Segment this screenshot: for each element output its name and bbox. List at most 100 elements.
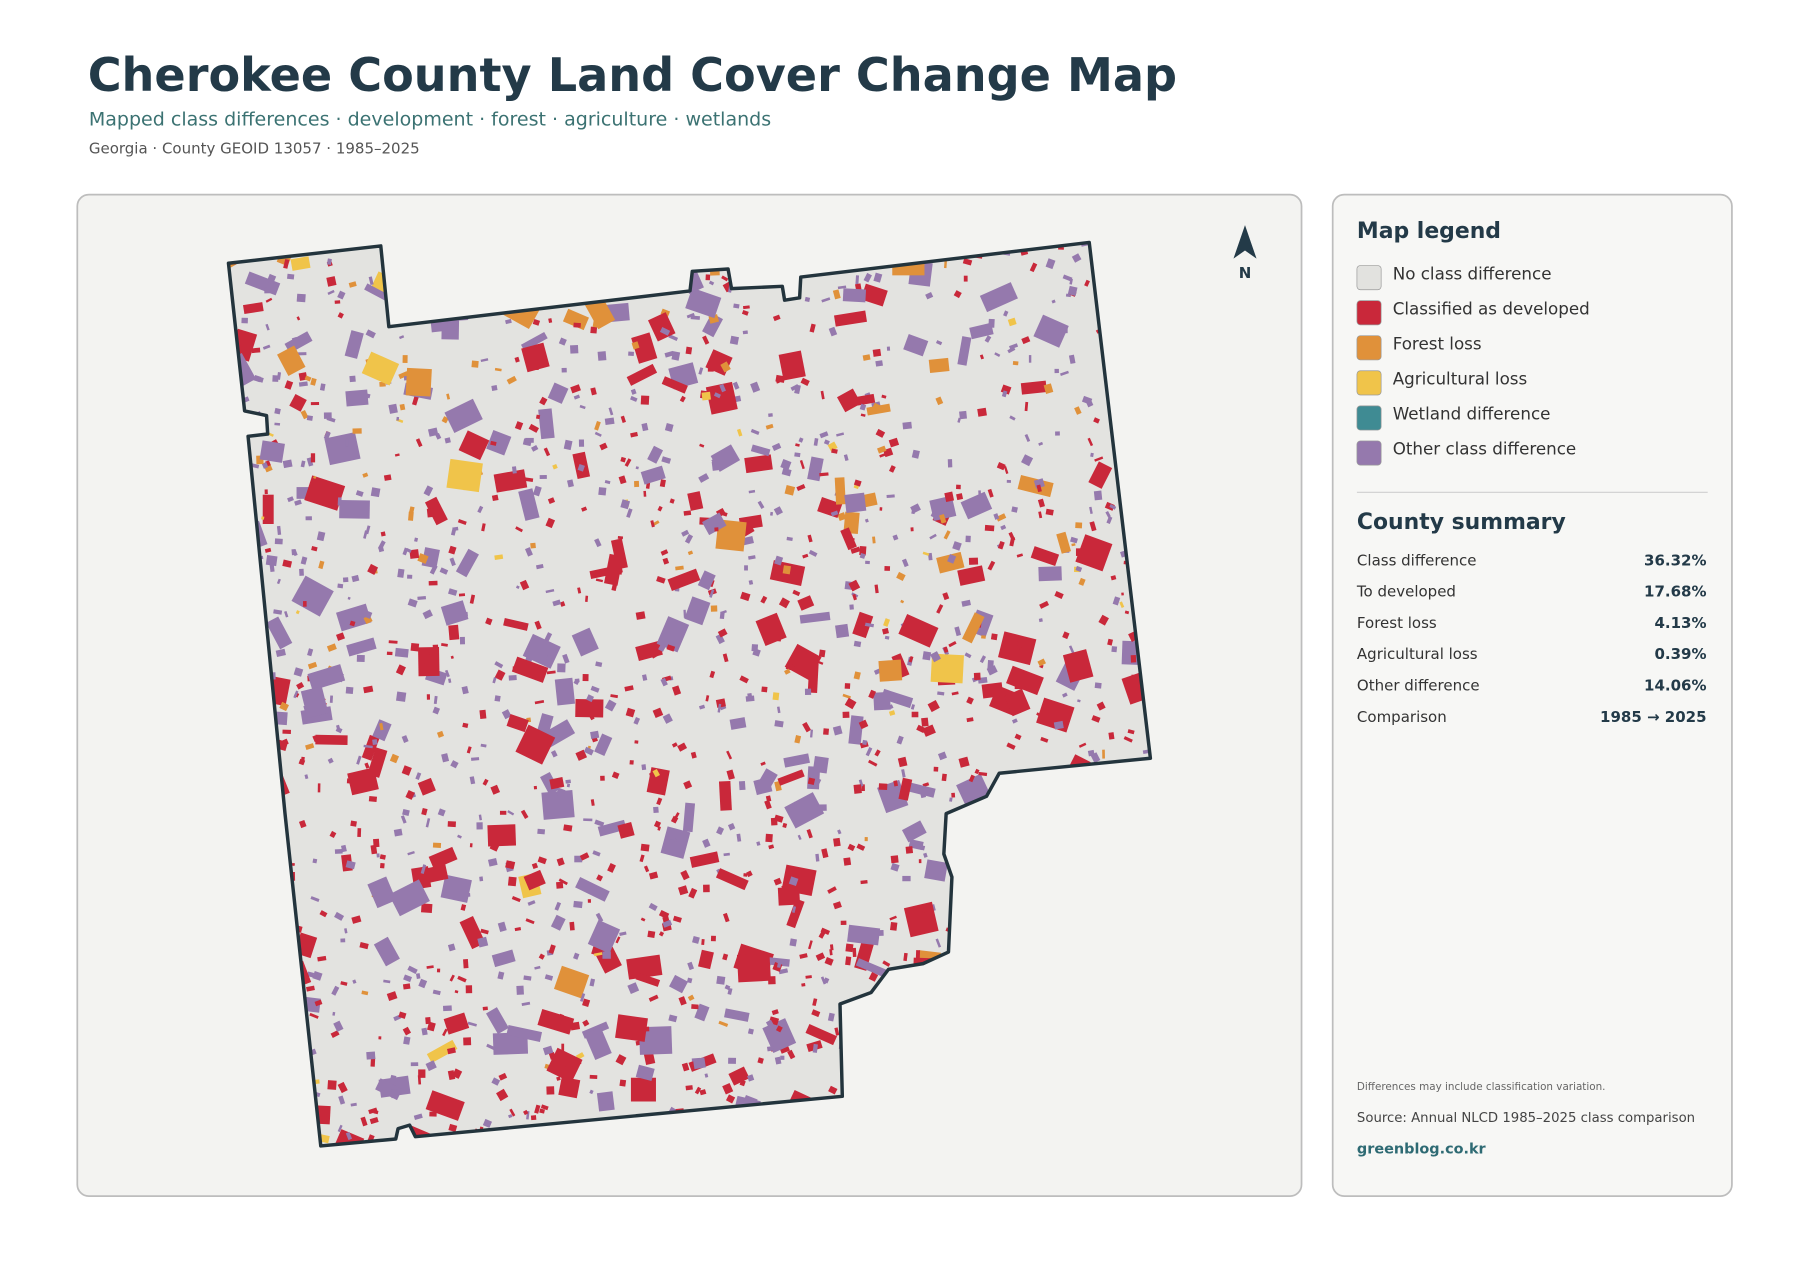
map-patch [581, 506, 588, 512]
map-patch [334, 300, 341, 304]
map-patch [344, 928, 348, 934]
map-patch [661, 376, 688, 394]
map-patch [570, 344, 579, 354]
map-patch [241, 317, 248, 324]
link[interactable]: greenblog.co.kr [1357, 1141, 1487, 1157]
map-patch [441, 416, 449, 424]
map-patch [656, 797, 663, 806]
map-patch [545, 588, 555, 594]
map-patch [388, 879, 430, 917]
map-patch [428, 846, 458, 870]
map-patch [365, 611, 373, 619]
map-patch [620, 456, 627, 463]
map-patch [778, 968, 789, 975]
map-patch [656, 616, 690, 653]
map-patch [817, 804, 827, 811]
map-patch [979, 354, 985, 360]
map-patch [903, 901, 939, 938]
map-patch [812, 1043, 818, 1053]
map-patch [660, 826, 691, 859]
map-patch [1096, 701, 1106, 711]
map-patch [337, 583, 344, 589]
map-patch [847, 924, 881, 946]
map-patch [370, 1057, 376, 1067]
map-patch [457, 975, 467, 983]
map-patch [690, 751, 697, 759]
map-patch [710, 935, 716, 942]
map-patch [849, 604, 854, 610]
map-patch [635, 1064, 655, 1082]
map-patch [629, 760, 634, 765]
map-patch [620, 499, 631, 510]
map-patch [584, 1027, 612, 1061]
map-patch [773, 506, 783, 516]
map-patch [620, 415, 626, 423]
map-patch [407, 850, 415, 856]
map-patch [405, 367, 432, 397]
map-patch [728, 1057, 737, 1064]
map-patch [928, 357, 950, 374]
map-patch [852, 947, 857, 958]
map-patch [947, 554, 957, 564]
map-patch [705, 274, 711, 281]
map-patch [936, 551, 965, 574]
map-patch [523, 975, 532, 981]
map-patch [667, 568, 701, 592]
map-patch [772, 314, 781, 322]
map-patch [1006, 742, 1016, 750]
map-patch [450, 655, 454, 660]
map-patch [365, 393, 371, 399]
map-patch [823, 439, 830, 446]
map-patch [480, 743, 487, 748]
map-patch [962, 258, 973, 266]
map-patch [626, 508, 633, 518]
map-patch [916, 724, 926, 734]
map-patch [523, 1109, 529, 1116]
map-patch [1089, 506, 1093, 514]
map-patch [608, 407, 614, 416]
map-patch [805, 1023, 838, 1046]
map-patch [1038, 566, 1062, 582]
map-patch [336, 632, 346, 641]
map-patch [1109, 504, 1117, 510]
map-patch [1123, 736, 1133, 743]
map-patch [717, 703, 722, 713]
map-patch [794, 735, 802, 744]
map-patch [878, 783, 888, 791]
map-patch [684, 596, 711, 626]
map-patch [450, 527, 457, 536]
map-patch [275, 648, 286, 657]
map-patch [774, 1056, 782, 1065]
map-patch [418, 978, 428, 989]
map-patch [868, 972, 879, 982]
map-patch [550, 914, 566, 931]
map-patch [690, 315, 701, 320]
map-patch [336, 603, 372, 632]
map-patch [573, 900, 583, 909]
summary-value: 14.06% [1644, 677, 1706, 695]
map-patch [1003, 465, 1009, 475]
map-patch [1038, 618, 1043, 623]
map-patch [752, 648, 761, 657]
map-patch [598, 487, 607, 496]
map-patch [1015, 641, 1023, 651]
map-patch [911, 711, 919, 718]
map-patch [531, 444, 539, 452]
map-patch [797, 595, 815, 611]
map-patch [458, 430, 490, 461]
map-patch [420, 864, 427, 875]
map-patch [487, 824, 517, 847]
legend-swatch [1356, 300, 1382, 326]
map-patch [722, 1082, 734, 1095]
map-patch [266, 616, 293, 650]
map-patch [786, 898, 805, 929]
map-patch [388, 640, 398, 644]
map-patch [506, 714, 529, 733]
map-patch [634, 480, 640, 488]
map-patch [807, 662, 819, 694]
map-patch [784, 668, 791, 675]
map-patch [490, 440, 497, 446]
map-patch [984, 524, 995, 532]
map-patch [648, 902, 658, 911]
legend-swatch [1356, 440, 1382, 466]
